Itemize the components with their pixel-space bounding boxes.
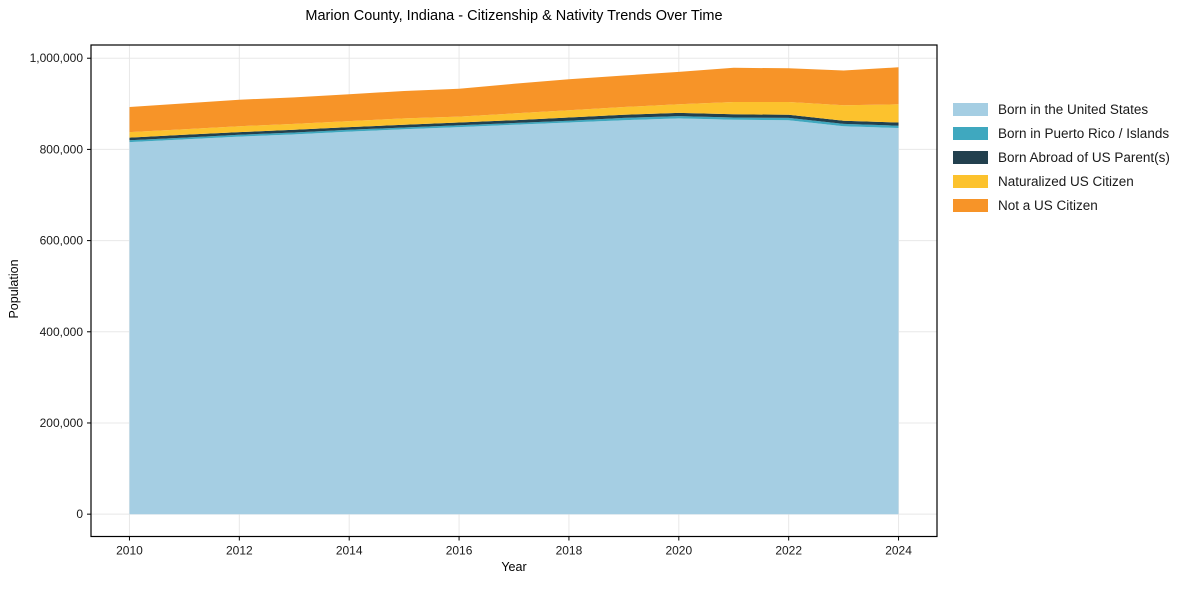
x-tick-label: 2024 (885, 544, 912, 558)
legend-label: Born in Puerto Rico / Islands (998, 125, 1170, 141)
legend-swatch-icon (953, 150, 988, 164)
legend-item-born-in-puerto-rico-islands: Born in Puerto Rico / Islands (953, 124, 1170, 142)
y-tick-label: 0 (76, 507, 83, 521)
legend-item-born-abroad-of-us-parent-s: Born Abroad of US Parent(s) (953, 148, 1170, 166)
x-tick-label: 2010 (116, 544, 143, 558)
x-tick-label: 2014 (336, 544, 363, 558)
area-not-a-us-citizen (129, 67, 899, 133)
legend-label: Naturalized US Citizen (998, 173, 1134, 189)
x-tick-label: 2012 (226, 544, 253, 558)
stacked-areas (129, 67, 899, 515)
axis-ticks: 2010 2012 2014 2016 2018 2020 2022 2024 0 200,000… (30, 51, 913, 557)
legend-item-born-in-the-united-states: Born in the United States (953, 100, 1170, 118)
x-tick-label: 2022 (775, 544, 802, 558)
legend: Born in the United States Born in Puerto … (953, 100, 1170, 214)
x-tick-label: 2016 (446, 544, 473, 558)
chart-title: Marion County, Indiana - Citizenship & N… (305, 8, 723, 24)
legend-label: Born Abroad of US Parent(s) (998, 149, 1170, 165)
legend-swatch-icon (953, 126, 988, 140)
legend-label: Not a US Citizen (998, 197, 1098, 213)
plot-border (90, 44, 938, 538)
area-born-in-the-united-states (129, 118, 899, 515)
x-axis-title: Year (501, 560, 527, 574)
y-tick-label: 200,000 (40, 416, 84, 430)
y-axis-title: Population (7, 259, 21, 319)
y-tick-label: 800,000 (40, 142, 84, 156)
legend-swatch-icon (953, 102, 988, 116)
y-tick-label: 400,000 (40, 325, 84, 339)
legend-item-naturalized-us-citizen: Naturalized US Citizen (953, 172, 1170, 190)
x-tick-label: 2018 (556, 544, 583, 558)
x-tick-label: 2020 (665, 544, 692, 558)
area-naturalized-us-citizen (129, 102, 899, 138)
legend-item-not-a-us-citizen: Not a US Citizen (953, 196, 1170, 214)
y-tick-label: 600,000 (40, 234, 84, 248)
legend-label: Born in the United States (998, 101, 1149, 117)
legend-swatch-icon (953, 198, 988, 212)
y-tick-label: 1,000,000 (30, 51, 84, 65)
legend-swatch-icon (953, 174, 988, 188)
